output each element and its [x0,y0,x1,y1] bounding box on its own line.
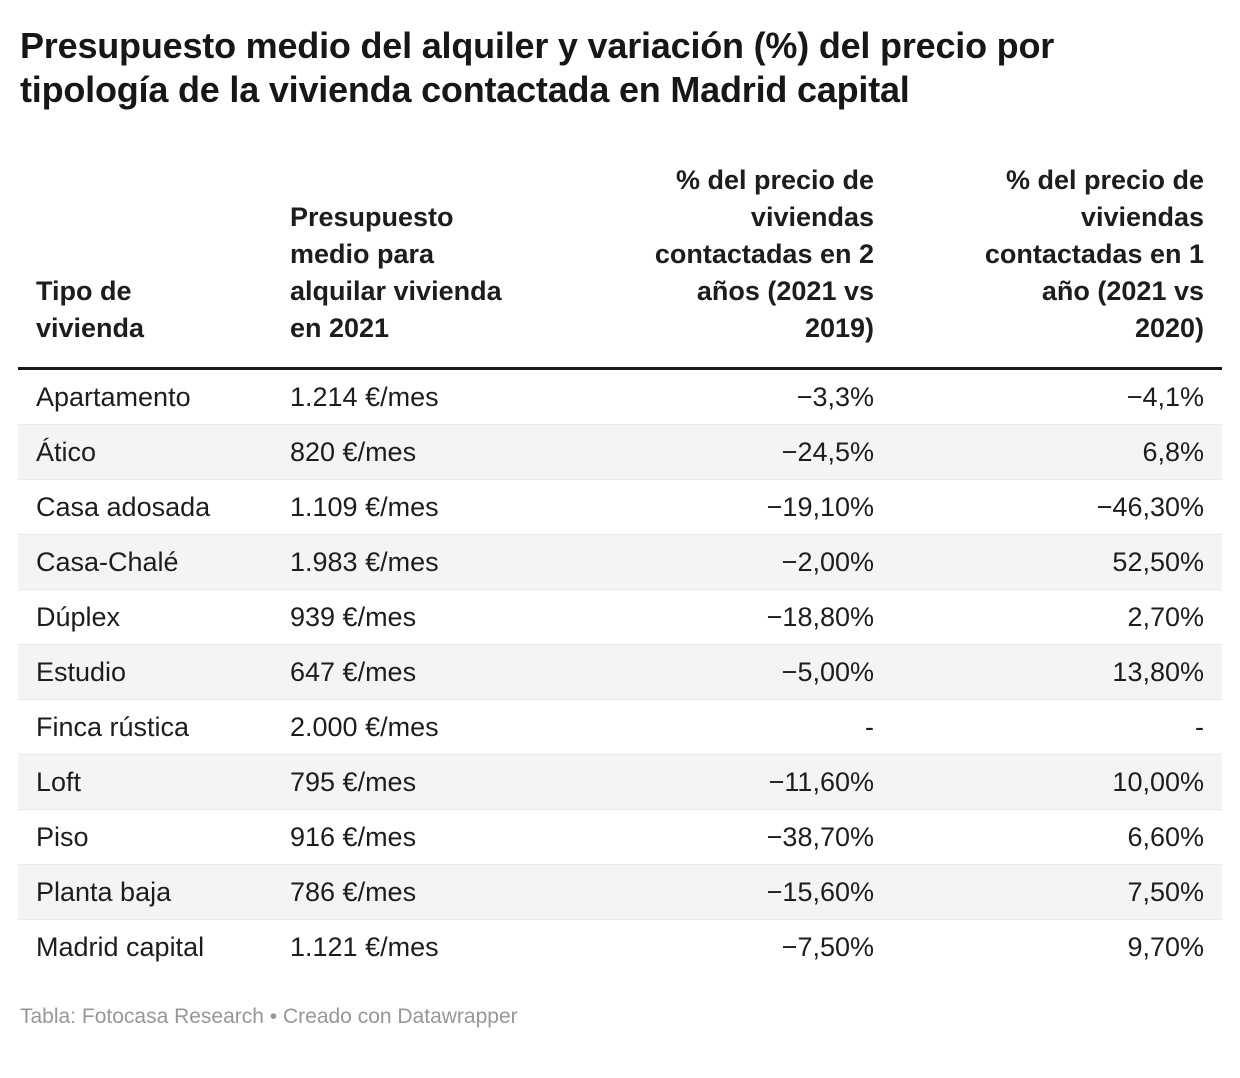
cell-tipo-vivienda: Casa-Chalé [18,534,290,590]
cell-presupuesto: 1.983 €/mes [290,534,578,590]
table-row: Estudio 647 €/mes −5,00% 13,80% [18,644,1222,700]
table-header: Tipo de vivienda Presupuesto medio para … [18,112,1222,370]
table-row: Dúplex 939 €/mes −18,80% 2,70% [18,589,1222,645]
cell-variacion-1-ano: 10,00% [892,754,1222,810]
cell-presupuesto: 2.000 €/mes [290,699,578,755]
col-header-tipo-de-vivienda: Tipo de vivienda [18,112,290,370]
cell-tipo-vivienda: Apartamento [36,381,191,412]
table-row: Piso 916 €/mes −38,70% 6,60% [18,809,1222,865]
cell-presupuesto: 795 €/mes [290,754,578,810]
cell-tipo-vivienda: Piso [18,809,290,865]
cell-presupuesto: 1.121 €/mes [290,919,578,974]
cell-variacion-2-anos: −19,10% [578,479,892,535]
cell-variacion-2-anos: - [578,699,892,755]
cell-variacion-2-anos: −15,60% [578,864,892,920]
col-header-variacion-2-anos: % del precio de viviendas contactadas en… [578,112,892,370]
cell-presupuesto: 916 €/mes [290,809,578,865]
cell-variacion-1-ano: 7,50% [892,864,1222,920]
cell-presupuesto: 820 €/mes [290,424,578,480]
col-header-variacion-1-ano: % del precio de viviendas contactadas en… [892,112,1222,370]
cell-variacion-1-ano: 13,80% [892,644,1222,700]
cell-variacion-1-ano: 52,50% [892,534,1222,590]
col-header-presupuesto-medio: Presupuesto medio para alquilar vivienda… [290,112,578,370]
cell-variacion-2-anos: −3,3% [796,381,874,412]
cell-tipo-vivienda: Casa adosada [18,479,290,535]
table-row: Finca rústica 2.000 €/mes - - [18,699,1222,755]
table-row: Ático 820 €/mes −24,5% 6,8% [18,424,1222,480]
table-row: Loft 795 €/mes −11,60% 10,00% [18,754,1222,810]
table-row: Casa-Chalé 1.983 €/mes −2,00% 52,50% [18,534,1222,590]
cell-variacion-1-ano: 2,70% [892,589,1222,645]
cell-presupuesto: 1.109 €/mes [290,479,578,535]
cell-presupuesto: 647 €/mes [290,644,578,700]
data-table: Tipo de vivienda Presupuesto medio para … [18,112,1222,974]
cell-variacion-2-anos: −2,00% [578,534,892,590]
cell-presupuesto: 786 €/mes [290,864,578,920]
cell-tipo-vivienda: Ático [18,424,290,480]
cell-presupuesto: 939 €/mes [290,589,578,645]
cell-variacion-2-anos: −7,50% [578,919,892,974]
footer-credit: Tabla: Fotocasa Research • Creado con Da… [20,1005,518,1028]
cell-variacion-2-anos: −5,00% [578,644,892,700]
cell-presupuesto: 1.214 €/mes [290,381,439,412]
cell-variacion-2-anos: −18,80% [578,589,892,645]
cell-variacion-1-ano: 9,70% [892,919,1222,974]
cell-tipo-vivienda: Madrid capital [18,919,290,974]
cell-variacion-2-anos: −11,60% [578,754,892,810]
table-row: Madrid capital 1.121 €/mes −7,50% 9,70% [18,919,1222,974]
cell-variacion-1-ano: −4,1% [1126,381,1204,412]
cell-tipo-vivienda: Dúplex [18,589,290,645]
header-row: Tipo de vivienda Presupuesto medio para … [18,112,1222,370]
cell-tipo-vivienda: Loft [18,754,290,810]
cell-variacion-1-ano: - [892,699,1222,755]
table-row: Casa adosada 1.109 €/mes −19,10% −46,30% [18,479,1222,535]
cell-tipo-vivienda: Finca rústica [18,699,290,755]
cell-tipo-vivienda: Planta baja [18,864,290,920]
table-row: Planta baja 786 €/mes −15,60% 7,50% [18,864,1222,920]
cell-variacion-2-anos: −24,5% [578,424,892,480]
cell-tipo-vivienda: Estudio [18,644,290,700]
table-row: Apartamento 1.214 €/mes −3,3% −4,1% [18,369,1222,425]
cell-variacion-2-anos: −38,70% [578,809,892,865]
table-body: Apartamento 1.214 €/mes −3,3% −4,1% Átic… [18,369,1222,974]
cell-variacion-1-ano: 6,60% [892,809,1222,865]
cell-variacion-1-ano: −46,30% [892,479,1222,535]
cell-variacion-1-ano: 6,8% [892,424,1222,480]
page-title: Presupuesto medio del alquiler y variaci… [20,25,1055,110]
